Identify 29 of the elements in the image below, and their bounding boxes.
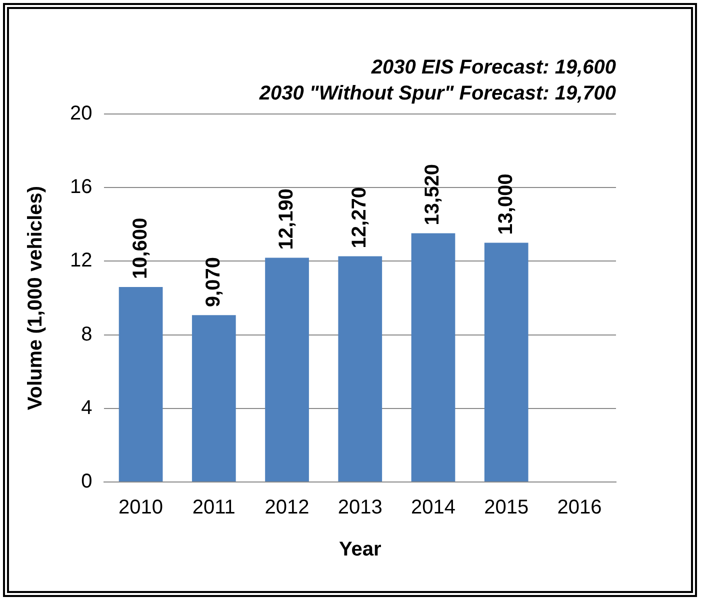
annotation: 10,600 [129,218,152,279]
bar [411,233,456,482]
x-tick-label: 2013 [338,496,382,519]
x-tick-label: 2014 [410,496,456,519]
x-axis-title: Year [338,538,382,561]
annotation: 12,270 [348,187,371,248]
x-tick-label: 2016 [557,496,602,519]
y-tick-label: 0 [81,470,92,493]
x-tick-label: 2015 [484,496,529,519]
annotation: 12,190 [276,188,298,250]
y-tick-label: 4 [81,396,92,419]
x-tick-label: 2011 [192,496,236,519]
annotation: 9,070 [202,257,224,308]
y-axis-title: Volume (1,000 vehicles) [24,186,47,410]
y-tick-label: 20 [70,102,92,125]
bar [484,242,528,482]
annotation: 13,520 [422,164,444,226]
y-tick-label: 8 [81,323,92,346]
bar [118,286,163,482]
bar [338,256,382,482]
annotation: 13,000 [494,174,517,235]
y-tick-label: 12 [70,250,92,272]
y-tick-label: 16 [70,176,92,198]
x-tick-label: 2012 [264,496,310,519]
chart-subtitle: 2030 "Without Spur" Forecast: 19,700 [258,82,616,105]
x-tick-label: 2010 [118,496,164,519]
chart-title: 2030 EIS Forecast: 19,600 [370,56,616,79]
bar [265,258,309,482]
bar [192,315,236,482]
